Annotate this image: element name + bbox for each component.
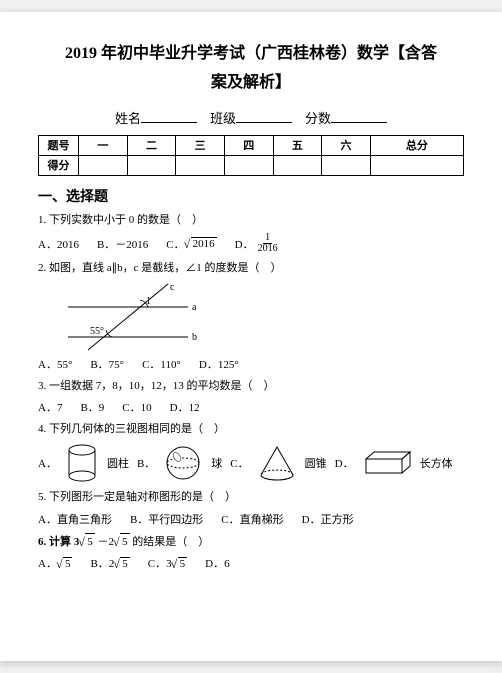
cone-icon (257, 443, 297, 483)
q4-options: A． 圆柱 B． 球 C． 圆锥 D． 长方体 (38, 443, 464, 483)
q4-B-label: B． (137, 455, 155, 471)
section-1-title: 一、选择题 (38, 186, 464, 206)
q6-C: C．35 (148, 555, 187, 571)
class-label: 班级 (210, 111, 236, 126)
student-info: 姓名 班级 分数 (38, 108, 464, 127)
th-2: 二 (127, 135, 176, 155)
q3-text: 3. 一组数据 7，8，10，12，13 的平均数是（ ） (38, 378, 464, 396)
q6-A: A．5 (38, 555, 72, 571)
q2-D: D．125° (199, 356, 239, 372)
q2-options: A．55° B．75° C．110° D．125° (38, 356, 464, 372)
q1-text: 1. 下列实数中小于 0 的数是（ ） (38, 212, 464, 230)
q5-C: C．直角梯形 (221, 511, 283, 527)
q1-A: A．2016 (38, 233, 79, 254)
q3-options: A．7 B．9 C．10 D．12 (38, 399, 464, 415)
th-4: 四 (224, 135, 273, 155)
q1-C: C． 2016 (166, 233, 216, 254)
q4-C-name: 圆锥 (305, 455, 327, 471)
q4-text: 4. 下列几何体的三视图相同的是（ ） (38, 421, 464, 439)
q6-options: A．5 B．25 C．35 D．6 (38, 555, 464, 571)
title-line-1: 2019 年初中毕业升学考试（广西桂林卷）数学【含答 (38, 40, 464, 69)
q3-C: C．10 (122, 399, 151, 415)
q5-A: A．直角三角形 (38, 511, 112, 527)
th-5: 五 (273, 135, 322, 155)
q5-options: A．直角三角形 B．平行四边形 C．直角梯形 D．正方形 (38, 511, 464, 527)
cylinder-icon (65, 443, 99, 483)
sqrt-icon: 2016 (191, 237, 217, 250)
score-table: 题号 一 二 三 四 五 六 总分 得分 (38, 135, 464, 176)
sphere-icon (163, 443, 203, 483)
q5-D: D．正方形 (302, 511, 354, 527)
q2-figure: c a b 1 55° (58, 282, 464, 352)
th-1: 一 (79, 135, 128, 155)
svg-text:b: b (192, 332, 197, 343)
th-3: 三 (176, 135, 225, 155)
q3-A: A．7 (38, 399, 62, 415)
exam-page: 2019 年初中毕业升学考试（广西桂林卷）数学【含答 案及解析】 姓名 班级 分… (0, 12, 502, 661)
svg-text:c: c (170, 282, 175, 293)
q6-B: B．25 (90, 555, 129, 571)
class-blank (236, 109, 292, 123)
q3-B: B．9 (80, 399, 104, 415)
svg-text:55°: 55° (90, 326, 104, 337)
q2-B: B．75° (90, 356, 124, 372)
name-blank (141, 109, 197, 123)
angle-diagram-icon: c a b 1 55° (58, 282, 208, 352)
title-line-2: 案及解析】 (38, 69, 464, 98)
score-blank (331, 109, 387, 123)
svg-text:1: 1 (146, 296, 151, 307)
q2-A: A．55° (38, 356, 72, 372)
sqrt-icon: 5 (63, 557, 73, 570)
cuboid-icon (362, 449, 412, 477)
q4-B-name: 球 (211, 455, 222, 471)
q4-C-label: C． (230, 455, 248, 471)
name-label: 姓名 (115, 111, 141, 126)
q6-D: D．6 (205, 555, 229, 571)
sqrt-icon: 5 (120, 557, 130, 570)
q4-A-label: A． (38, 455, 57, 471)
q3-D: D．12 (170, 399, 200, 415)
th-7: 总分 (370, 135, 463, 155)
th-6: 六 (322, 135, 371, 155)
exam-title: 2019 年初中毕业升学考试（广西桂林卷）数学【含答 案及解析】 (38, 40, 464, 98)
sqrt-icon: 5 (178, 557, 188, 570)
q2-C: C．110° (142, 356, 181, 372)
q4-A-name: 圆柱 (107, 455, 129, 471)
score-label: 分数 (305, 111, 331, 126)
fraction-icon: 1 2016 (256, 233, 280, 254)
q1-options: A．2016 B．－2016 C． 2016 D． 1 2016 (38, 233, 464, 254)
q6-text: 6. 计算 35 －25 的结果是（ ） (38, 533, 464, 552)
q5-text: 5. 下列图形一定是轴对称图形的是（ ） (38, 489, 464, 507)
q4-D-label: D． (335, 455, 354, 471)
th-0: 题号 (39, 135, 79, 155)
table-row: 得分 (39, 155, 464, 175)
table-row: 题号 一 二 三 四 五 六 总分 (39, 135, 464, 155)
row2-label: 得分 (39, 155, 79, 175)
sqrt-icon: 5 (120, 533, 130, 552)
q5-B: B．平行四边形 (130, 511, 203, 527)
q2-text: 2. 如图，直线 a∥b，c 是截线，∠1 的度数是（ ） (38, 260, 464, 278)
q4-D-name: 长方体 (420, 455, 453, 471)
q1-B: B．－2016 (97, 233, 148, 254)
q1-D: D． 1 2016 (235, 233, 282, 254)
svg-text:a: a (192, 302, 197, 313)
sqrt-icon: 5 (85, 533, 95, 552)
